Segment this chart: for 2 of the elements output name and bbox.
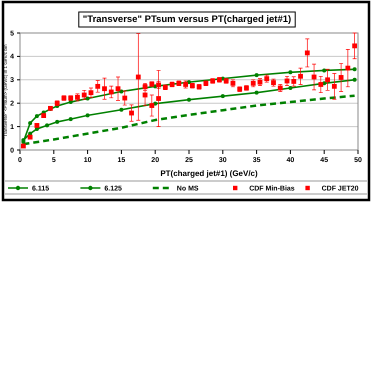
- x-axis-title: PT(charged jet#1) (GeV/c): [160, 169, 258, 178]
- chart-title: "Transverse" PTsum versus PT(charged jet#1): [82, 14, 292, 25]
